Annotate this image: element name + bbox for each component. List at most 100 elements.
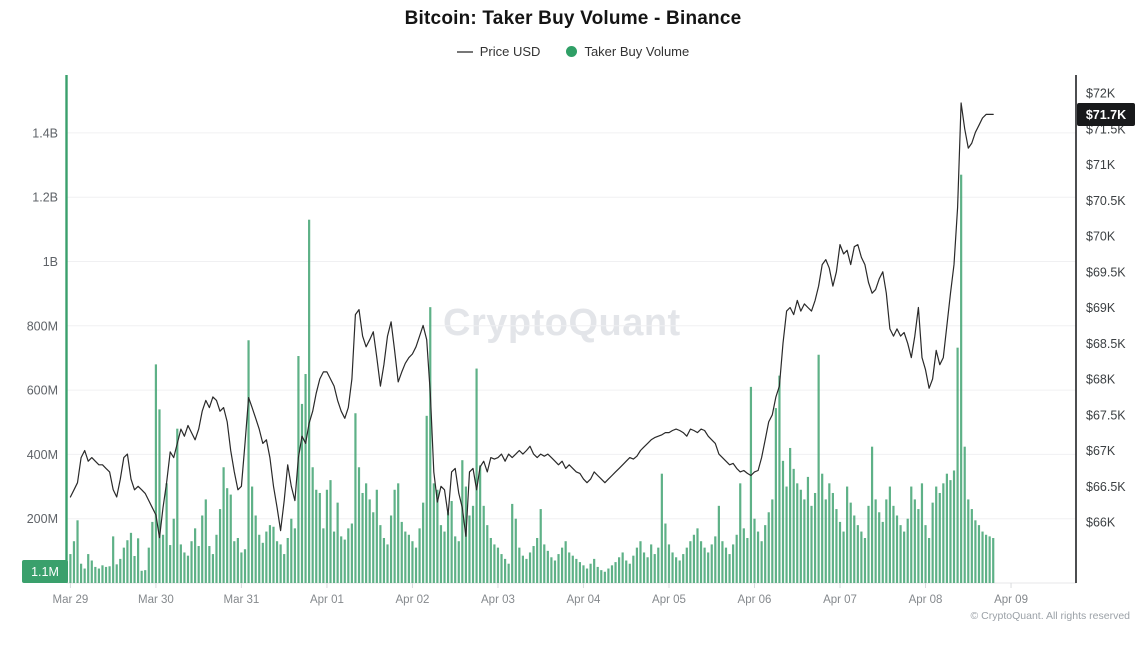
volume-bar[interactable] bbox=[268, 525, 272, 583]
legend-item-price[interactable]: Price USD bbox=[456, 44, 540, 59]
volume-bar[interactable] bbox=[678, 560, 681, 584]
volume-bar[interactable] bbox=[418, 528, 421, 583]
volume-bar[interactable] bbox=[133, 555, 136, 583]
volume-bar[interactable] bbox=[974, 520, 977, 583]
volume-bar[interactable] bbox=[838, 521, 842, 583]
volume-bar[interactable] bbox=[375, 489, 378, 583]
volume-bar[interactable] bbox=[582, 565, 585, 583]
volume-bar[interactable] bbox=[607, 568, 610, 583]
volume-bar[interactable] bbox=[265, 531, 268, 583]
volume-bar[interactable] bbox=[935, 486, 938, 583]
volume-bar[interactable] bbox=[229, 494, 232, 583]
volume-bar[interactable] bbox=[382, 537, 386, 583]
volume-bar[interactable] bbox=[354, 413, 357, 583]
volume-bar[interactable] bbox=[806, 476, 810, 583]
volume-bar[interactable] bbox=[194, 528, 197, 583]
volume-bar[interactable] bbox=[967, 499, 970, 583]
volume-bar[interactable] bbox=[888, 486, 891, 583]
volume-bar[interactable] bbox=[650, 544, 653, 583]
volume-bar[interactable] bbox=[457, 541, 460, 583]
volume-bar[interactable] bbox=[956, 347, 959, 583]
volume-bar[interactable] bbox=[154, 364, 158, 583]
volume-bar[interactable] bbox=[603, 571, 606, 583]
volume-bar[interactable] bbox=[564, 541, 567, 583]
volume-bar[interactable] bbox=[803, 499, 806, 583]
volume-bar[interactable] bbox=[671, 552, 674, 583]
volume-bar[interactable] bbox=[514, 518, 517, 583]
volume-bar[interactable] bbox=[874, 499, 877, 583]
volume-bar[interactable] bbox=[760, 541, 763, 583]
volume-bar[interactable] bbox=[368, 499, 371, 583]
volume-bar[interactable] bbox=[981, 531, 984, 583]
volume-bar[interactable] bbox=[764, 525, 767, 583]
volume-bar[interactable] bbox=[411, 541, 414, 583]
volume-bar[interactable] bbox=[443, 531, 446, 583]
volume-bar[interactable] bbox=[215, 534, 218, 583]
volume-bar[interactable] bbox=[300, 403, 304, 583]
volume-bar[interactable] bbox=[856, 525, 859, 583]
volume-bar[interactable] bbox=[657, 547, 660, 583]
volume-bar[interactable] bbox=[161, 534, 165, 583]
volume-bar[interactable] bbox=[446, 512, 450, 583]
volume-bar[interactable] bbox=[789, 447, 792, 583]
volume-bar[interactable] bbox=[404, 531, 407, 583]
volume-bar[interactable] bbox=[682, 554, 685, 583]
volume-bar[interactable] bbox=[379, 525, 382, 583]
volume-bar[interactable] bbox=[147, 547, 150, 583]
volume-bar[interactable] bbox=[610, 565, 614, 583]
volume-bar[interactable] bbox=[311, 467, 314, 583]
volume-bar[interactable] bbox=[126, 540, 129, 583]
volume-bar[interactable] bbox=[226, 488, 229, 583]
volume-bar[interactable] bbox=[739, 483, 742, 583]
volume-bar[interactable] bbox=[112, 536, 115, 583]
volume-bar[interactable] bbox=[482, 505, 485, 583]
volume-bar[interactable] bbox=[635, 547, 639, 583]
volume-bar[interactable] bbox=[83, 568, 86, 583]
volume-bar[interactable] bbox=[279, 544, 282, 583]
volume-bar[interactable] bbox=[151, 521, 154, 583]
volume-bar[interactable] bbox=[236, 537, 239, 583]
volume-bar[interactable] bbox=[532, 546, 535, 583]
volume-bar[interactable] bbox=[332, 531, 336, 583]
volume-bar[interactable] bbox=[272, 526, 275, 583]
volume-bar[interactable] bbox=[899, 525, 902, 583]
volume-bar[interactable] bbox=[550, 557, 553, 583]
volume-bar[interactable] bbox=[507, 563, 510, 583]
volume-bar[interactable] bbox=[988, 536, 991, 583]
volume-bar[interactable] bbox=[571, 555, 574, 583]
volume-bar[interactable] bbox=[247, 340, 250, 583]
volume-bar[interactable] bbox=[618, 557, 621, 583]
volume-bar[interactable] bbox=[931, 502, 934, 584]
volume-bar[interactable] bbox=[696, 528, 699, 583]
volume-bar[interactable] bbox=[340, 536, 343, 583]
volume-bar[interactable] bbox=[792, 468, 795, 583]
volume-bar[interactable] bbox=[486, 525, 489, 583]
volume-bar[interactable] bbox=[343, 539, 346, 583]
volume-bar[interactable] bbox=[144, 570, 147, 583]
volume-bar[interactable] bbox=[796, 483, 799, 583]
volume-bar[interactable] bbox=[945, 473, 948, 583]
volume-bar[interactable] bbox=[724, 547, 728, 583]
volume-bar[interactable] bbox=[863, 537, 867, 583]
volume-bar[interactable] bbox=[165, 483, 168, 583]
volume-bar[interactable] bbox=[286, 537, 289, 583]
volume-bar[interactable] bbox=[525, 558, 528, 583]
volume-bar[interactable] bbox=[304, 374, 307, 583]
volume-bar[interactable] bbox=[878, 512, 881, 583]
volume-bar[interactable] bbox=[393, 489, 396, 583]
volume-bar[interactable] bbox=[539, 509, 542, 583]
volume-bar[interactable] bbox=[774, 408, 777, 583]
volume-bar[interactable] bbox=[732, 544, 735, 583]
volume-bar[interactable] bbox=[425, 415, 428, 583]
volume-bar[interactable] bbox=[903, 531, 906, 583]
volume-bar[interactable] bbox=[853, 515, 856, 583]
volume-bar[interactable] bbox=[254, 515, 257, 583]
volume-bar[interactable] bbox=[917, 509, 920, 583]
volume-bar[interactable] bbox=[575, 558, 578, 583]
volume-bar[interactable] bbox=[842, 531, 845, 583]
volume-bar[interactable] bbox=[325, 489, 329, 583]
volume-bar[interactable] bbox=[846, 486, 849, 583]
volume-bar[interactable] bbox=[429, 307, 432, 583]
volume-bar[interactable] bbox=[653, 554, 656, 583]
